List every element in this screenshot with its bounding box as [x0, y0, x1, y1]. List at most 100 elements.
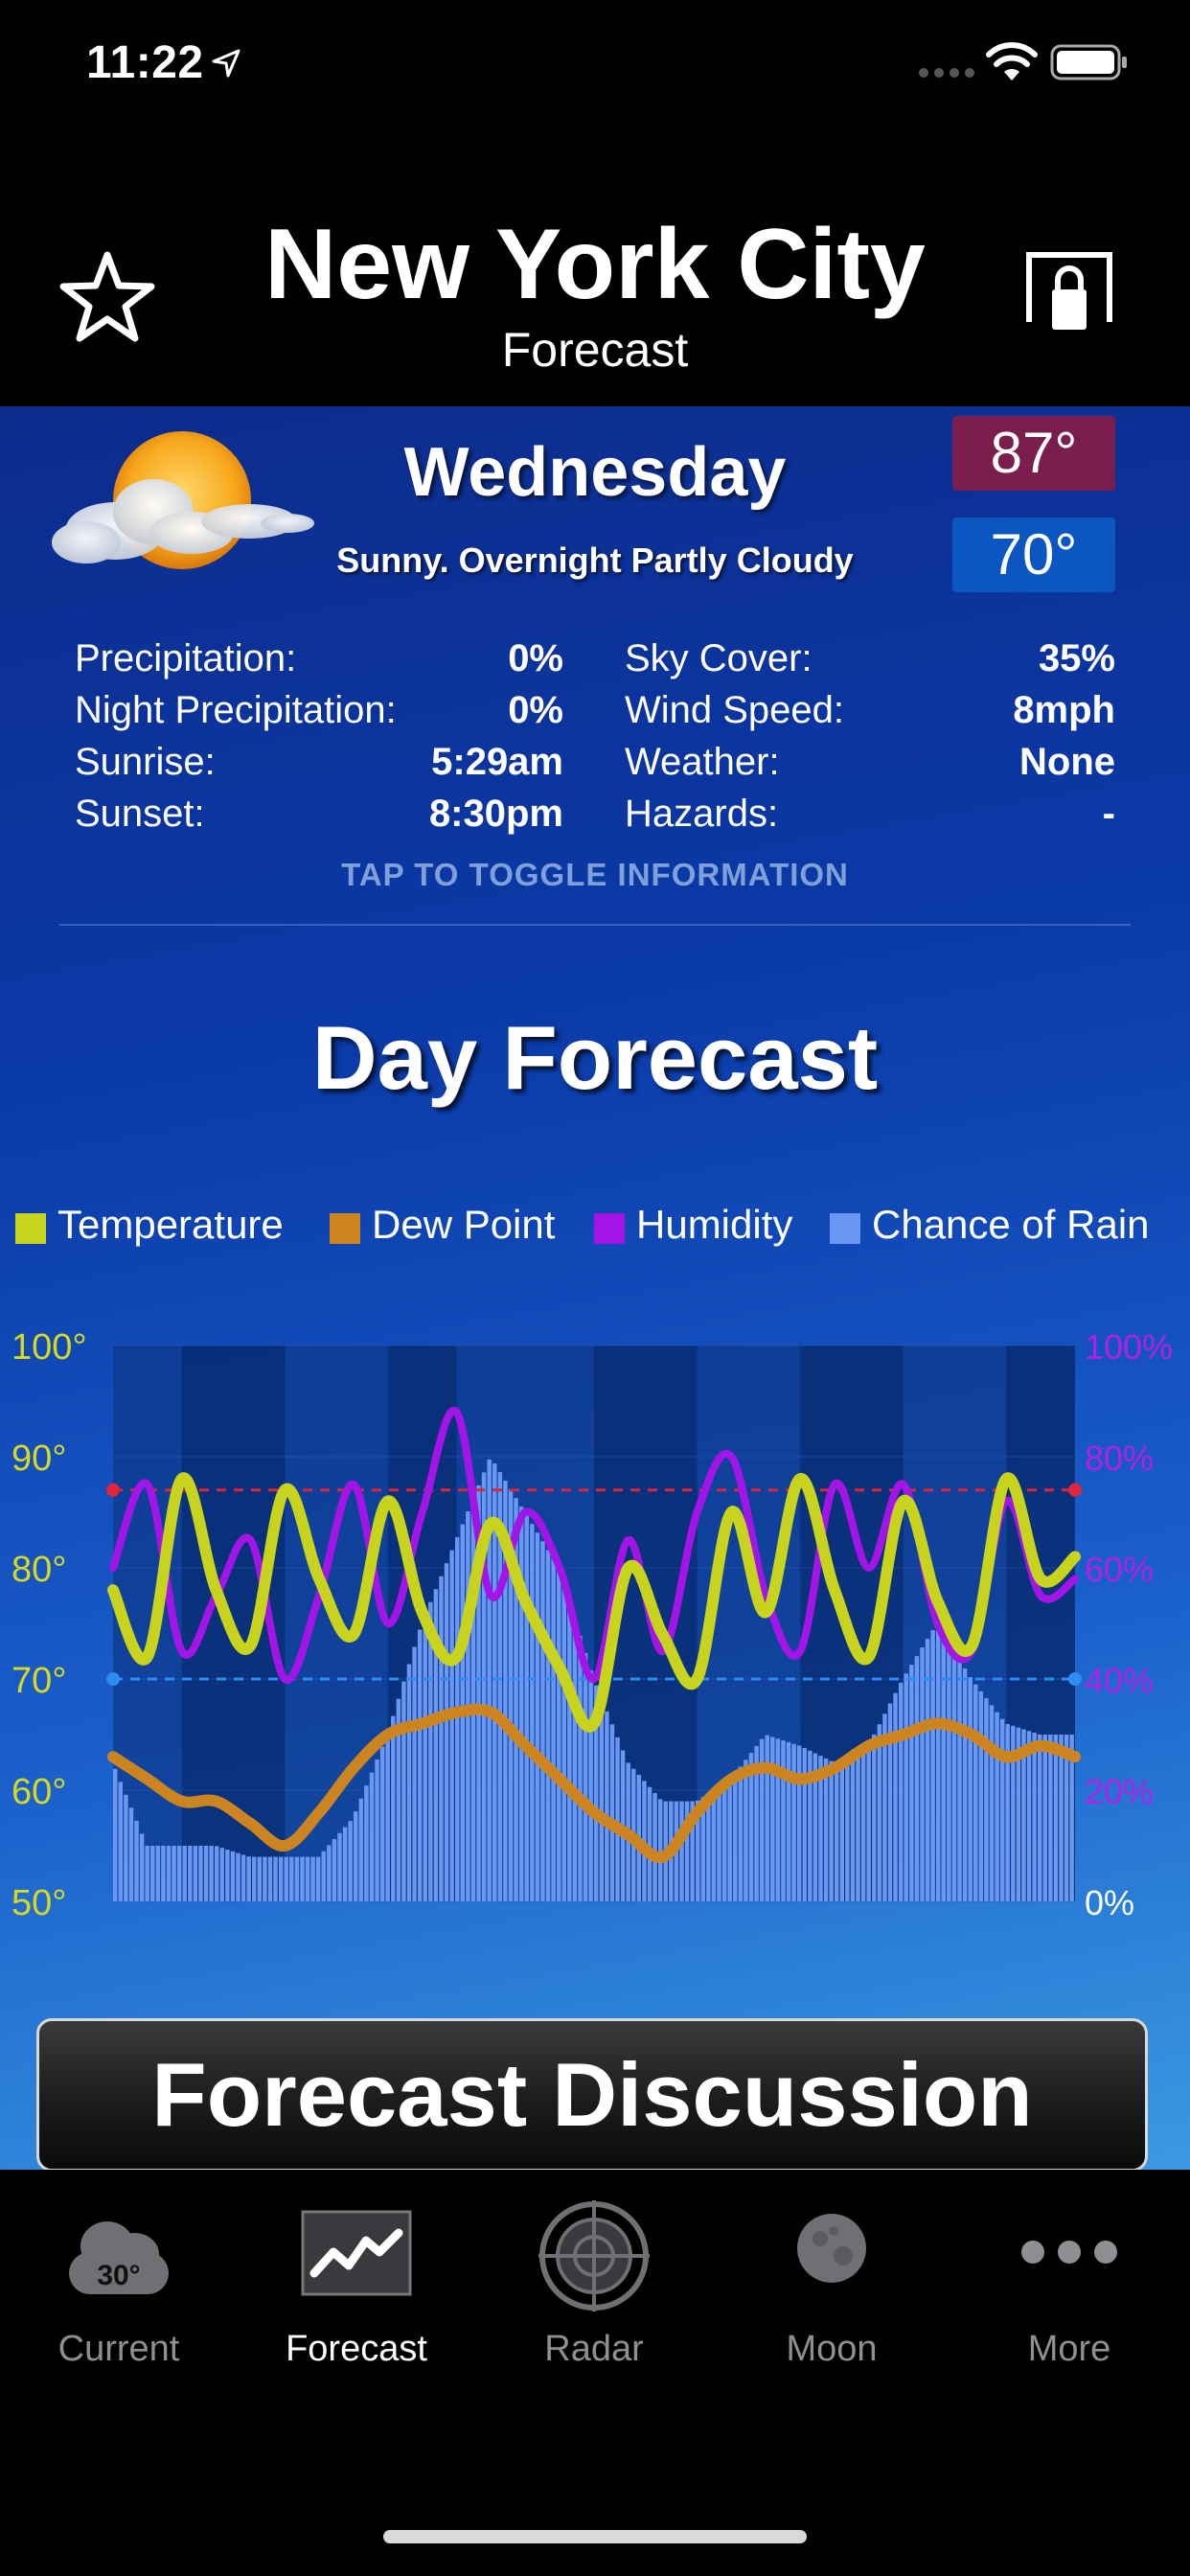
rain-bar: [198, 1846, 203, 1901]
tab-label: Current: [57, 2329, 180, 2369]
rain-bar: [315, 1856, 321, 1901]
info-row: Precipitation: 0% Sky Cover: 35%: [75, 632, 1115, 684]
sunny-partly-cloudy-icon: [52, 431, 314, 569]
rain-bar: [172, 1846, 176, 1901]
rain-bar: [113, 1768, 118, 1901]
sunset-value: 8:30pm: [428, 793, 563, 835]
low-temperature-badge: 70°: [952, 518, 1115, 592]
toggle-info-hint[interactable]: TAP TO TOGGLE INFORMATION: [341, 857, 849, 892]
rain-bar: [812, 1753, 818, 1901]
legend-swatch: [594, 1213, 625, 1244]
rain-bar: [134, 1820, 139, 1901]
wind-speed-value: 8mph: [1013, 689, 1115, 731]
rain-bar: [193, 1846, 198, 1901]
rain-bar: [273, 1856, 278, 1901]
rain-bar: [904, 1673, 908, 1901]
rain-bar: [294, 1856, 300, 1901]
rain-bar: [1037, 1734, 1042, 1901]
rain-bar: [342, 1827, 348, 1901]
rain-bar: [417, 1629, 423, 1901]
forecast-panel[interactable]: Wednesday Sunny. Overnight Partly Cloudy…: [0, 406, 1190, 2170]
rain-bar: [941, 1633, 947, 1901]
rain-bar: [962, 1668, 968, 1901]
rain-bar: [540, 1541, 545, 1901]
rain-bar: [145, 1846, 149, 1901]
rain-bar: [914, 1656, 920, 1901]
rain-bar: [310, 1856, 315, 1901]
rain-bar: [978, 1690, 984, 1901]
rain-bar: [332, 1839, 337, 1901]
info-grid[interactable]: Precipitation: 0% Sky Cover: 35% Night P…: [75, 632, 1115, 840]
rain-bar: [481, 1472, 487, 1901]
city-title: New York City: [264, 209, 926, 320]
rain-bar: [354, 1811, 358, 1901]
legend-swatch: [830, 1213, 860, 1244]
rain-bar: [263, 1856, 267, 1901]
tab-label: Forecast: [286, 2329, 427, 2369]
tab-more[interactable]: More: [950, 2189, 1188, 2380]
rain-bar: [337, 1832, 342, 1901]
rain-bar: [615, 1736, 620, 1901]
rain-bar: [385, 1733, 390, 1901]
series-line-humidity: [109, 1406, 1079, 1684]
left-axis-tick: 80°: [11, 1550, 66, 1590]
info-row: Night Precipitation: 0% Wind Speed: 8mph: [75, 684, 1115, 736]
rain-bar: [808, 1750, 812, 1901]
rain-bar: [1042, 1735, 1047, 1901]
orientation-lock-icon[interactable]: [1025, 251, 1113, 334]
rain-bar: [856, 1750, 860, 1901]
wind-speed-label: Wind Speed:: [625, 689, 845, 731]
sky-cover-label: Sky Cover:: [625, 637, 812, 679]
rain-bar: [898, 1682, 904, 1901]
rain-bar: [401, 1681, 406, 1901]
rain-bar: [605, 1711, 609, 1901]
rain-bar: [257, 1856, 263, 1901]
sky-cover-value: 35%: [1038, 637, 1115, 679]
legend-swatch: [15, 1213, 46, 1244]
tab-moon[interactable]: Moon: [713, 2189, 950, 2380]
low-reference-dot: [106, 1672, 120, 1686]
rain-bar: [284, 1856, 288, 1901]
rain-bar: [535, 1532, 540, 1901]
favorite-star-icon[interactable]: [59, 249, 155, 345]
chart-legend: Temperature Dew Point Humidity Chance of…: [15, 1198, 1190, 1252]
more-dots-icon: [1021, 2241, 1117, 2264]
rain-bar: [561, 1583, 566, 1901]
rain-bar: [524, 1515, 529, 1901]
rain-bar: [791, 1743, 796, 1901]
left-axis-tick: 70°: [11, 1661, 66, 1701]
rain-bar: [497, 1472, 503, 1901]
day-forecast-chart[interactable]: 100° 90° 80° 70° 60° 50° 100% 80% 60% 40% 20% 0%: [0, 1307, 1190, 1920]
tab-forecast[interactable]: Forecast: [238, 2189, 475, 2380]
rain-bar: [379, 1746, 385, 1901]
legend-label: Dew Point: [372, 1202, 556, 1247]
rain-bar: [150, 1846, 155, 1901]
rain-bar: [802, 1748, 807, 1901]
rain-bar: [887, 1703, 893, 1901]
rain-bar: [690, 1801, 695, 1901]
rain-bar: [1032, 1733, 1037, 1901]
rain-bar: [588, 1669, 593, 1901]
location-arrow-icon: [212, 49, 240, 78]
rain-bar: [1005, 1724, 1010, 1901]
low-reference-dot: [1068, 1672, 1082, 1686]
rain-bar: [128, 1807, 134, 1901]
left-axis-tick: 50°: [11, 1883, 66, 1920]
tab-radar[interactable]: Radar: [475, 2189, 713, 2380]
rain-bar: [770, 1736, 775, 1901]
rain-bar: [289, 1856, 294, 1901]
rain-bar: [572, 1618, 578, 1901]
rain-bar: [503, 1481, 508, 1901]
rain-bar: [957, 1660, 962, 1901]
home-indicator: [383, 2530, 807, 2543]
rain-bar: [738, 1766, 744, 1901]
rain-bar: [551, 1558, 556, 1901]
rain-bar: [882, 1714, 887, 1901]
rain-bar: [470, 1498, 476, 1901]
forecast-discussion-button[interactable]: Forecast Discussion: [36, 2018, 1148, 2170]
rain-bar: [278, 1856, 284, 1901]
sunrise-label: Sunrise:: [75, 741, 216, 783]
rain-bar: [984, 1698, 989, 1901]
rain-bar: [679, 1801, 684, 1901]
tab-current[interactable]: 30° Current: [0, 2189, 238, 2380]
